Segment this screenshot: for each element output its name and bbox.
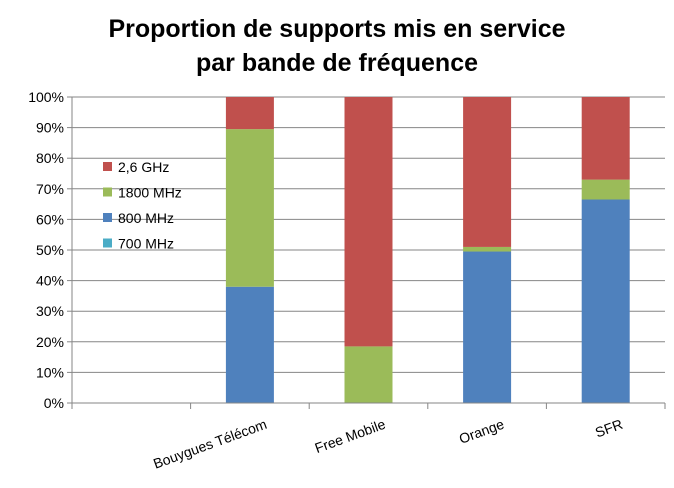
legend-swatch (103, 162, 112, 171)
legend-label: 2,6 GHz (118, 159, 169, 175)
legend-swatch (103, 238, 112, 248)
y-tick-label: 40% (36, 273, 64, 289)
y-tick-label: 60% (36, 211, 64, 227)
legend: 2,6 GHz 1800 MHz 800 MHz 700 MHz (103, 159, 182, 252)
chart-title-line-1: Proportion de supports mis en service (108, 15, 566, 43)
bar-segment (463, 246, 512, 252)
bar-segment (344, 346, 393, 403)
bars (225, 97, 630, 403)
y-tick-label: 70% (36, 181, 64, 197)
bar-segment (225, 97, 274, 130)
x-category-label: Free Mobile (313, 416, 388, 456)
legend-swatch (103, 187, 112, 197)
y-tick-label: 100% (28, 89, 64, 105)
y-tick-label: 20% (36, 334, 64, 350)
chart-title-line-2: par bande de fréquence (195, 49, 479, 77)
legend-label: 700 MHz (118, 236, 174, 252)
y-tick-label: 50% (36, 242, 64, 258)
bar-segment (225, 129, 274, 287)
axes (67, 96, 666, 409)
x-category-label: Bouygues Télécom (151, 416, 269, 472)
y-tick-label: 30% (36, 303, 64, 319)
legend-label: 800 MHz (118, 210, 174, 226)
bar-segment (344, 97, 393, 347)
x-category-label: SFR (593, 416, 625, 441)
y-tick-label: 0% (44, 395, 64, 411)
y-tick-label: 80% (36, 150, 64, 166)
bar-segment (463, 251, 512, 403)
bar-segment (463, 97, 512, 247)
bar-segment (581, 97, 630, 180)
bar-segment (581, 179, 630, 200)
bar-segment (225, 286, 274, 403)
chart-title: Proportion de supports mis en service pa… (0, 12, 674, 80)
bar-segment (581, 199, 630, 403)
legend-label: 1800 MHz (118, 185, 182, 201)
x-category-label: Orange (457, 416, 507, 447)
legend-swatch (103, 213, 112, 222)
y-tick-label: 10% (36, 364, 64, 380)
y-tick-label: 90% (36, 120, 64, 136)
